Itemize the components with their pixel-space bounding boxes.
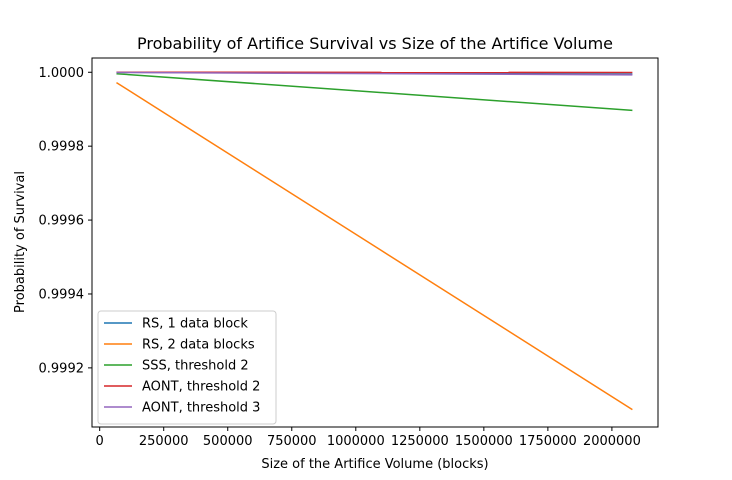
legend-entry: RS, 2 data blocks	[142, 338, 255, 353]
y-tick-label: 0.9996	[39, 214, 85, 229]
x-tick-label: 750000	[267, 434, 317, 449]
legend: RS, 1 data block RS, 2 data blocks SSS, th…	[97, 310, 277, 425]
x-tick-label: 1250000	[391, 434, 449, 449]
legend-entry: SSS, threshold 2	[142, 359, 249, 374]
x-tick-label: 0	[96, 434, 104, 449]
series-line-3	[116, 72, 633, 112]
x-axis: 0 250000 500000 750000 1000000 1250000 1500000…	[96, 427, 641, 449]
y-tick-label: 1.0000	[39, 66, 85, 81]
legend-box	[97, 310, 277, 425]
y-tick-label: 0.9998	[39, 140, 85, 155]
legend-entry: AONT, threshold 3	[142, 401, 260, 416]
plot-frame	[91, 57, 659, 428]
y-tick-label: 0.9992	[39, 361, 85, 376]
series-line-5	[116, 71, 633, 76]
chart-title: Probability of Artifice Survival vs Size…	[137, 34, 613, 53]
x-tick-label: 1000000	[327, 434, 385, 449]
x-tick-label: 2000000	[583, 434, 641, 449]
legend-entry: AONT, threshold 2	[142, 380, 260, 395]
x-tick-label: 500000	[203, 434, 253, 449]
y-axis-label: Probability of Survival	[13, 171, 28, 313]
x-tick-label: 1500000	[455, 434, 513, 449]
series-lines	[116, 71, 633, 411]
series-line-2	[116, 81, 633, 411]
x-tick-label: 1750000	[519, 434, 577, 449]
y-tick-label: 0.9994	[39, 287, 85, 302]
x-axis-label: Size of the Artifice Volume (blocks)	[261, 457, 488, 472]
x-tick-label: 250000	[139, 434, 189, 449]
legend-entry: RS, 1 data block	[142, 317, 248, 332]
y-axis: 0.9992 0.9994 0.9996 0.9998 1.0000	[39, 66, 92, 376]
